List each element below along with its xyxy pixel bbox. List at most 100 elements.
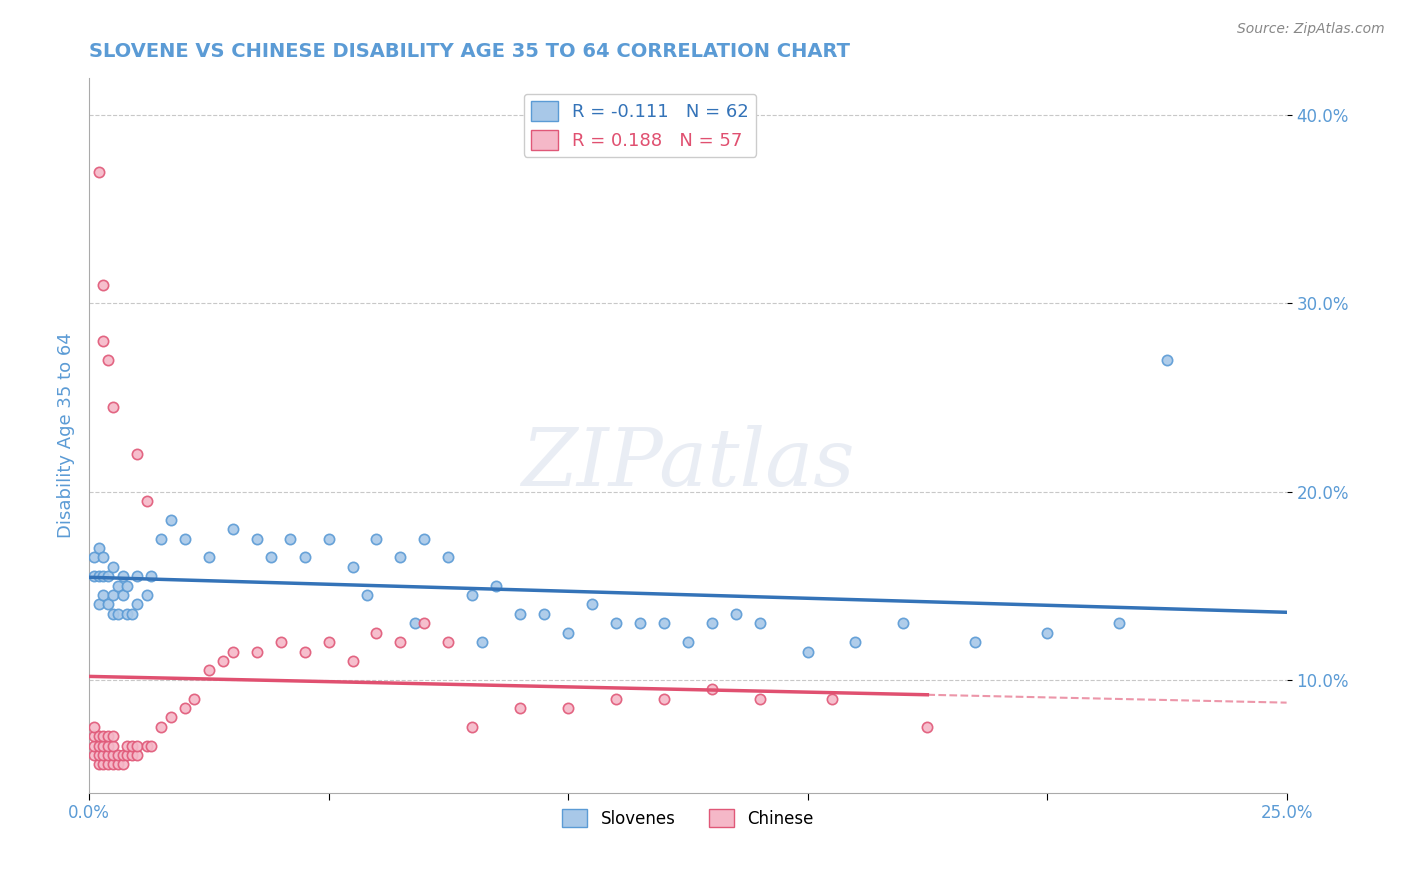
Point	[111, 757, 134, 772]
Point	[437, 635, 460, 649]
Point	[413, 616, 436, 631]
Point	[111, 588, 134, 602]
Point	[87, 164, 110, 178]
Point	[796, 644, 818, 658]
Text: Source: ZipAtlas.com: Source: ZipAtlas.com	[1237, 22, 1385, 37]
Text: ZIPatlas: ZIPatlas	[522, 425, 855, 502]
Point	[294, 644, 316, 658]
Point	[1036, 625, 1059, 640]
Point	[101, 400, 124, 414]
Point	[107, 579, 129, 593]
Point	[471, 635, 494, 649]
Point	[125, 569, 148, 583]
Point	[748, 616, 770, 631]
Point	[135, 494, 157, 508]
Point	[97, 352, 120, 367]
Point	[87, 747, 110, 762]
Point	[509, 701, 531, 715]
Point	[404, 616, 426, 631]
Point	[117, 739, 139, 753]
Point	[83, 550, 105, 565]
Point	[83, 569, 105, 583]
Point	[87, 598, 110, 612]
Point	[278, 532, 301, 546]
Point	[844, 635, 866, 649]
Point	[101, 559, 124, 574]
Point	[93, 747, 115, 762]
Point	[173, 532, 195, 546]
Point	[700, 616, 723, 631]
Point	[748, 691, 770, 706]
Point	[222, 522, 245, 536]
Point	[557, 625, 579, 640]
Point	[125, 447, 148, 461]
Point	[83, 747, 105, 762]
Point	[342, 559, 364, 574]
Point	[260, 550, 283, 565]
Point	[366, 625, 388, 640]
Point	[173, 701, 195, 715]
Point	[135, 739, 157, 753]
Point	[198, 664, 221, 678]
Point	[605, 616, 627, 631]
Point	[676, 635, 699, 649]
Point	[461, 720, 484, 734]
Point	[93, 550, 115, 565]
Point	[97, 757, 120, 772]
Point	[97, 569, 120, 583]
Point	[246, 644, 269, 658]
Point	[581, 598, 603, 612]
Point	[461, 588, 484, 602]
Point	[101, 757, 124, 772]
Point	[93, 277, 115, 292]
Point	[149, 720, 172, 734]
Point	[533, 607, 555, 621]
Point	[97, 739, 120, 753]
Point	[101, 747, 124, 762]
Point	[485, 579, 508, 593]
Point	[101, 739, 124, 753]
Point	[724, 607, 747, 621]
Point	[93, 569, 115, 583]
Point	[83, 729, 105, 743]
Point	[135, 588, 157, 602]
Point	[652, 691, 675, 706]
Point	[87, 757, 110, 772]
Point	[270, 635, 292, 649]
Point	[97, 598, 120, 612]
Legend: Slovenes, Chinese: Slovenes, Chinese	[555, 803, 820, 834]
Text: SLOVENE VS CHINESE DISABILITY AGE 35 TO 64 CORRELATION CHART: SLOVENE VS CHINESE DISABILITY AGE 35 TO …	[89, 42, 851, 61]
Point	[389, 550, 412, 565]
Point	[342, 654, 364, 668]
Point	[107, 757, 129, 772]
Point	[97, 747, 120, 762]
Point	[87, 541, 110, 555]
Point	[101, 588, 124, 602]
Point	[183, 691, 205, 706]
Point	[101, 729, 124, 743]
Point	[83, 720, 105, 734]
Point	[125, 598, 148, 612]
Point	[1156, 352, 1178, 367]
Point	[101, 607, 124, 621]
Point	[87, 729, 110, 743]
Point	[356, 588, 378, 602]
Point	[87, 739, 110, 753]
Point	[121, 739, 143, 753]
Point	[1108, 616, 1130, 631]
Point	[820, 691, 842, 706]
Point	[700, 682, 723, 697]
Point	[198, 550, 221, 565]
Point	[557, 701, 579, 715]
Point	[121, 607, 143, 621]
Point	[294, 550, 316, 565]
Point	[366, 532, 388, 546]
Point	[125, 747, 148, 762]
Point	[97, 729, 120, 743]
Y-axis label: Disability Age 35 to 64: Disability Age 35 to 64	[58, 332, 75, 538]
Point	[965, 635, 987, 649]
Point	[159, 513, 181, 527]
Point	[246, 532, 269, 546]
Point	[389, 635, 412, 649]
Point	[107, 747, 129, 762]
